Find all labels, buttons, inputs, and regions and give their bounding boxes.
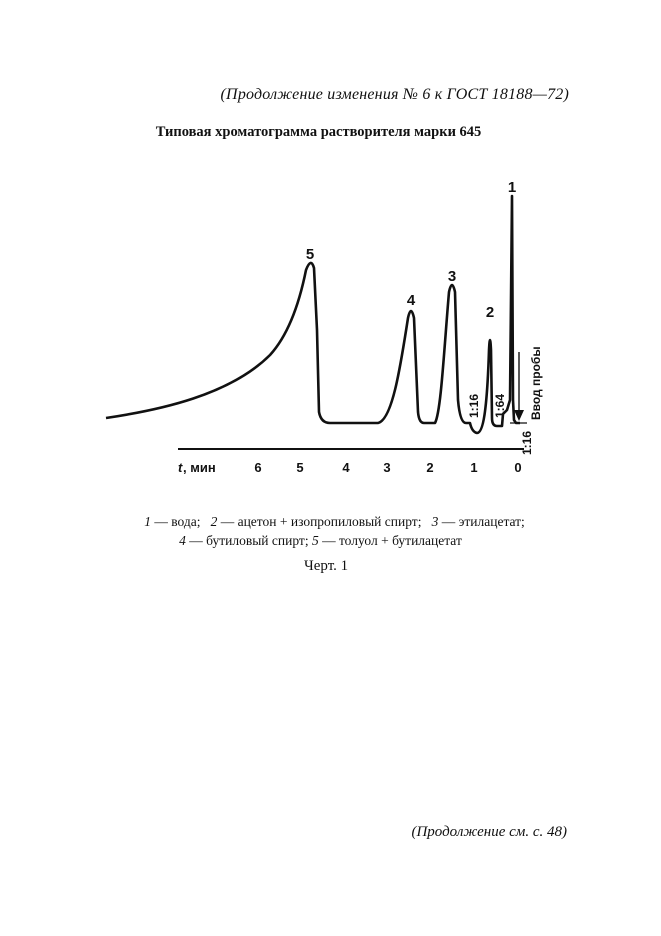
injection-label: Ввод пробы <box>529 346 543 420</box>
x-axis-unit: , мин <box>183 460 216 475</box>
x-tick-label: 5 <box>296 460 303 475</box>
legend-line: 1 — вода; 2 — ацетон + изопропиловый спи… <box>4 512 661 531</box>
header-note: (Продолжение изменения № 6 к ГОСТ 18188—… <box>220 86 569 103</box>
x-tick-label: 2 <box>426 460 433 475</box>
attenuation-label: 1:64 <box>493 394 507 418</box>
attenuation-label: 1:16 <box>467 394 481 418</box>
x-tick-label: 6 <box>254 460 261 475</box>
legend-number: 4 <box>179 533 186 548</box>
x-tick-label: 1 <box>470 460 477 475</box>
legend-text: — толуол + бутилацетат <box>318 533 462 548</box>
legend-number: 1 <box>144 514 151 529</box>
footer-note: (Продолжение см. с. 48) <box>411 824 567 840</box>
x-tick-label: 3 <box>383 460 390 475</box>
legend-line: 4 — бутиловый спирт; 5 — толуол + бутила… <box>0 531 651 550</box>
legend-text: — этилацетат; <box>438 514 525 529</box>
chromatogram-trace <box>105 194 520 435</box>
peak-label: 5 <box>306 246 314 263</box>
peak-label: 1 <box>508 179 516 196</box>
legend-number: 2 <box>210 514 218 529</box>
chromatogram: t , мин 6 5 4 3 2 1 0 1 2 3 4 5 1:16 1:6… <box>105 179 543 475</box>
legend-text: — вода; <box>150 514 201 529</box>
document-title: Типовая хроматограмма растворителя марки… <box>155 124 482 140</box>
x-axis-symbol: t <box>178 460 183 475</box>
x-tick-label: 0 <box>514 460 521 475</box>
figure-legend: 1 — вода; 2 — ацетон + изопропиловый спи… <box>0 512 661 550</box>
figure-caption: Черт. 1 <box>304 558 349 574</box>
legend-text: — бутиловый спирт; <box>185 533 309 548</box>
attenuation-label: 1:16 <box>520 431 534 455</box>
injection-arrow-icon <box>514 410 524 421</box>
legend-number: 3 <box>431 514 439 529</box>
x-tick-label: 4 <box>342 460 350 475</box>
peak-label: 4 <box>407 292 416 309</box>
legend-text: — ацетон + изопропиловый спирт; <box>217 514 422 529</box>
legend-number: 5 <box>311 533 319 548</box>
peak-label: 2 <box>486 304 494 321</box>
peak-label: 3 <box>448 268 456 285</box>
